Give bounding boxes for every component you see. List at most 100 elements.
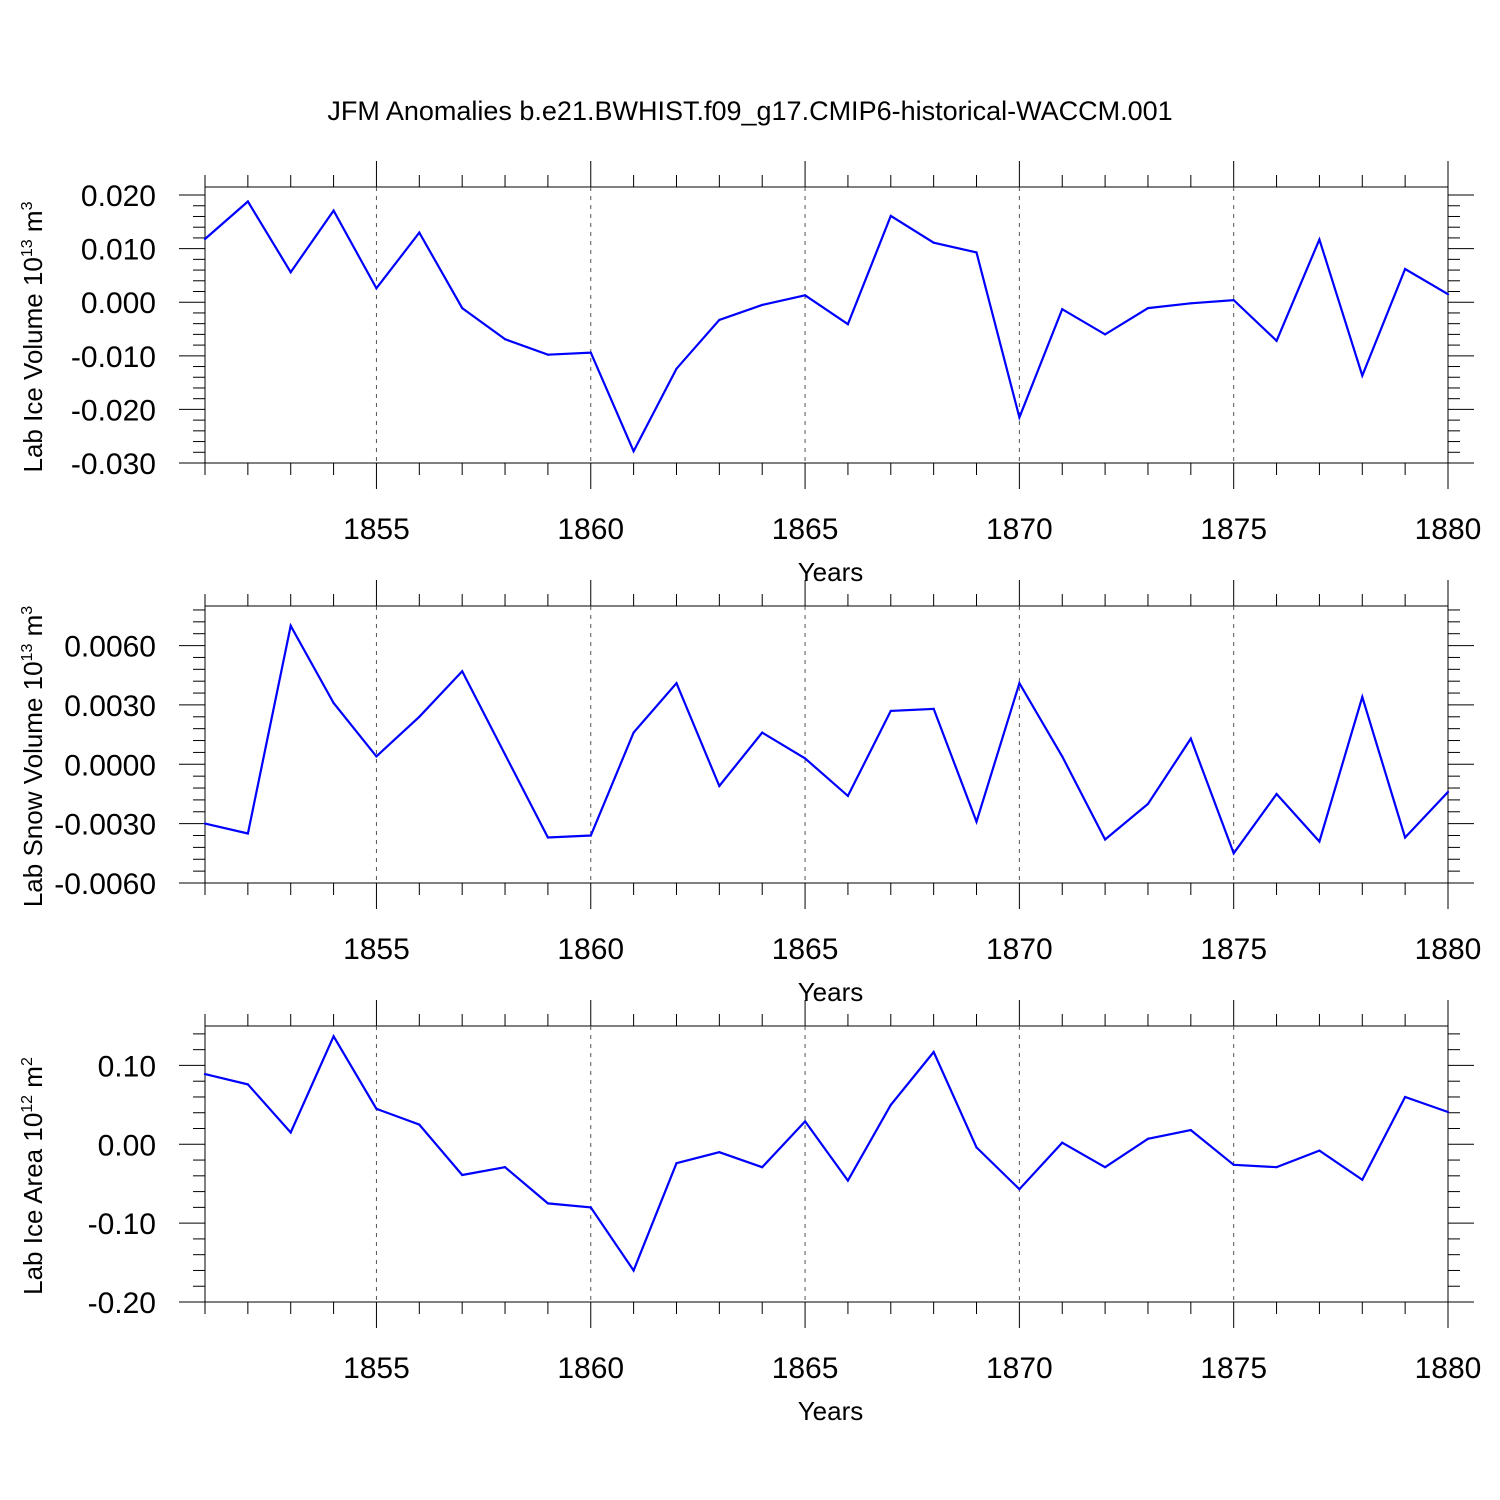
- data-point: [975, 820, 978, 823]
- data-point: [246, 200, 249, 203]
- x-tick-label: 1875: [1200, 513, 1267, 546]
- data-point: [418, 715, 421, 718]
- x-axis-title: Years: [798, 977, 864, 1007]
- data-point: [1146, 1137, 1150, 1140]
- data-point: [1361, 1178, 1364, 1181]
- x-tick-label: 1865: [772, 513, 839, 546]
- data-point: [503, 338, 507, 341]
- data-point: [418, 231, 421, 234]
- data-point: [975, 251, 978, 254]
- data-point: [203, 237, 207, 241]
- data-point: [1232, 298, 1235, 302]
- data-point: [718, 1151, 721, 1154]
- x-axis-title: Years: [798, 557, 864, 587]
- x-tick-label: 1880: [1415, 513, 1482, 546]
- data-point: [803, 294, 807, 297]
- data-point: [546, 353, 549, 356]
- y-tick-label: -0.0060: [54, 868, 156, 901]
- data-point: [803, 1120, 807, 1123]
- data-point: [846, 323, 850, 326]
- data-point: [1232, 1163, 1235, 1166]
- y-tick-label: 0.0000: [64, 749, 156, 782]
- data-point: [589, 1206, 592, 1209]
- lab-snow-volume-series-line: [204, 622, 1449, 856]
- x-tick-label: 1870: [986, 1352, 1053, 1385]
- data-point: [589, 351, 592, 354]
- data-point: [1104, 333, 1107, 336]
- data-point: [932, 1050, 935, 1054]
- data-point: [632, 1269, 635, 1272]
- data-point: [1446, 1110, 1450, 1114]
- lab-ice-volume-series-line: [204, 199, 1449, 454]
- x-tick-label: 1880: [1415, 1352, 1482, 1385]
- data-point: [1404, 836, 1407, 839]
- y-tick-label: -0.20: [88, 1287, 156, 1320]
- y-axis-title: Lab Ice Volume 1013 m3: [18, 201, 48, 472]
- data-point: [1189, 302, 1192, 305]
- data-point: [461, 307, 464, 310]
- data-point: [1189, 737, 1192, 740]
- y-axis-title: Lab Snow Volume 1013 m3: [18, 606, 48, 907]
- y-tick-label: -0.030: [71, 448, 156, 481]
- data-point: [718, 784, 721, 788]
- data-point: [1104, 838, 1107, 841]
- x-tick-label: 1880: [1415, 933, 1482, 966]
- x-tick-label: 1865: [772, 1352, 839, 1385]
- data-point: [1232, 852, 1235, 855]
- data-point: [675, 1162, 678, 1165]
- data-point: [846, 794, 850, 798]
- data-point: [375, 1107, 378, 1110]
- x-tick-label: 1855: [343, 513, 410, 546]
- data-point: [289, 271, 292, 274]
- data-point: [1061, 1141, 1064, 1144]
- data-point: [932, 241, 935, 244]
- data-point: [1018, 682, 1021, 685]
- data-point: [546, 1202, 549, 1205]
- data-point: [1404, 1095, 1407, 1099]
- plot-frame: [204, 186, 1449, 464]
- data-point: [1275, 792, 1278, 796]
- data-point: [289, 1131, 292, 1134]
- data-point: [332, 209, 335, 212]
- y-tick-label: -0.0030: [54, 809, 156, 842]
- data-point: [675, 682, 678, 685]
- lab-ice-area-chart: 1855 1860 1865 1870 1875 1880 0.10 0.00 -0.10 -0.…: [18, 1000, 1481, 1426]
- data-point: [203, 822, 207, 825]
- y-tick-label: 0.10: [98, 1050, 156, 1083]
- data-point: [932, 707, 935, 710]
- data-point: [1061, 755, 1064, 758]
- y-tick-label: 0.0060: [64, 631, 156, 664]
- data-point: [332, 701, 335, 705]
- y-tick-label: 0.00: [98, 1129, 156, 1162]
- data-point: [332, 1035, 335, 1038]
- data-point: [803, 757, 807, 760]
- data-point: [1189, 1128, 1192, 1132]
- data-point: [1061, 308, 1064, 311]
- data-point: [1404, 267, 1407, 271]
- data-point: [1446, 790, 1450, 794]
- data-point: [1361, 695, 1364, 699]
- y-tick-label: 0.000: [81, 287, 156, 320]
- lab-snow-volume-chart: 1855 1860 1865 1870 1875 1880 0.0060 0.0030 0.00…: [18, 580, 1481, 1007]
- data-point: [418, 1123, 421, 1126]
- plot-frame: [204, 605, 1449, 884]
- x-tick-label: 1860: [557, 933, 624, 966]
- data-point: [1018, 1188, 1021, 1191]
- data-point: [675, 367, 678, 370]
- x-tick-label: 1860: [557, 1352, 624, 1385]
- y-tick-label: -0.020: [71, 394, 156, 427]
- data-point: [1104, 1166, 1107, 1169]
- data-point: [503, 1166, 507, 1169]
- data-point: [632, 731, 635, 734]
- x-tick-label: 1870: [986, 513, 1053, 546]
- data-point: [1446, 293, 1450, 296]
- data-point: [632, 450, 635, 453]
- x-tick-label: 1860: [557, 513, 624, 546]
- data-point: [1275, 339, 1278, 342]
- data-point: [375, 755, 378, 758]
- y-tick-label: 0.0030: [64, 690, 156, 723]
- data-point: [246, 832, 249, 835]
- y-tick-label: 0.010: [81, 234, 156, 267]
- data-point: [889, 709, 892, 712]
